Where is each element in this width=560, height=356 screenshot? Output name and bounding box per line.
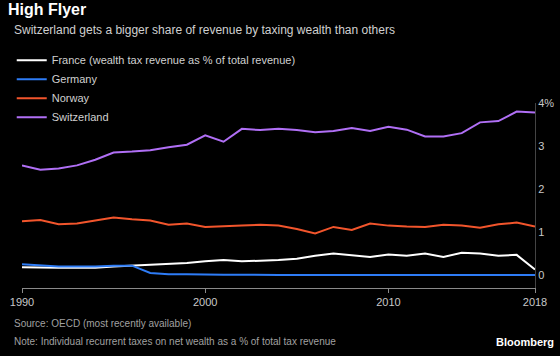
svg-text:4%: 4% xyxy=(538,97,554,109)
svg-text:0: 0 xyxy=(538,269,544,281)
svg-text:1: 1 xyxy=(538,226,544,238)
svg-text:High Flyer: High Flyer xyxy=(8,1,86,18)
svg-text:Source: OECD (most recently av: Source: OECD (most recently available) xyxy=(14,318,191,329)
svg-text:2018: 2018 xyxy=(523,296,547,308)
svg-text:2: 2 xyxy=(538,183,544,195)
svg-text:3: 3 xyxy=(538,140,544,152)
svg-text:1990: 1990 xyxy=(10,296,34,308)
svg-text:France (wealth tax revenue as: France (wealth tax revenue as % of total… xyxy=(52,54,295,66)
svg-text:2010: 2010 xyxy=(376,296,400,308)
svg-text:2000: 2000 xyxy=(193,296,217,308)
svg-text:Switzerland: Switzerland xyxy=(52,111,109,123)
svg-text:Bloomberg: Bloomberg xyxy=(496,336,554,348)
svg-text:Switzerland gets a bigger shar: Switzerland gets a bigger share of reven… xyxy=(14,23,395,37)
svg-text:Note: Individual recurrent tax: Note: Individual recurrent taxes on net … xyxy=(14,336,336,347)
svg-text:Norway: Norway xyxy=(52,92,90,104)
svg-text:Germany: Germany xyxy=(52,73,98,85)
